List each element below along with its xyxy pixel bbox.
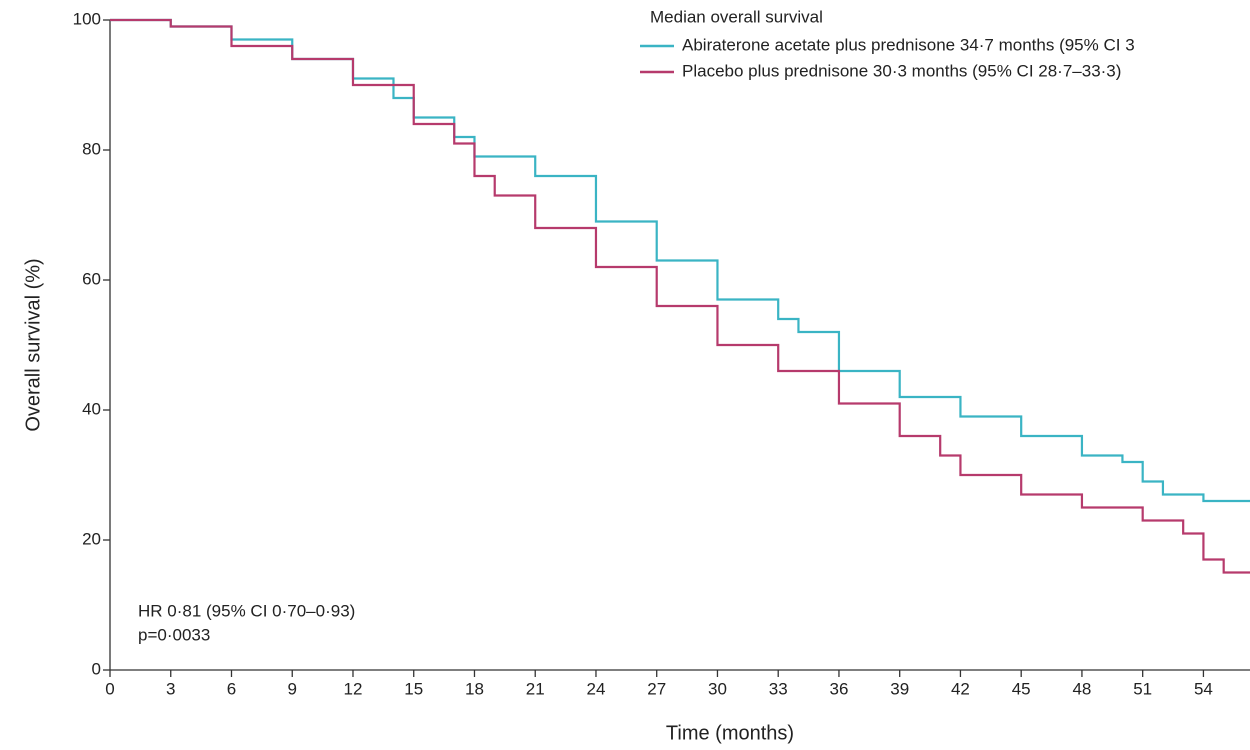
- legend-title: Median overall survival: [650, 7, 823, 26]
- annotation: HR 0·81 (95% CI 0·70–0·93): [138, 601, 355, 620]
- y-tick-label: 0: [92, 659, 101, 678]
- x-tick-label: 12: [344, 679, 363, 698]
- x-tick-label: 21: [526, 679, 545, 698]
- x-axis-title: Time (months): [666, 722, 794, 744]
- x-tick-label: 30: [708, 679, 727, 698]
- y-axis-title: Overall survival (%): [22, 258, 44, 431]
- legend-label: Abiraterone acetate plus prednisone 34·7…: [682, 35, 1135, 54]
- annotation: p=0·0033: [138, 625, 210, 644]
- x-tick-label: 24: [587, 679, 606, 698]
- x-tick-label: 18: [465, 679, 484, 698]
- x-tick-label: 36: [829, 679, 848, 698]
- survival-line: [110, 18, 1250, 574]
- x-tick-label: 42: [951, 679, 970, 698]
- x-tick-label: 45: [1012, 679, 1031, 698]
- x-tick-label: 15: [404, 679, 423, 698]
- legend-label: Placebo plus prednisone 30·3 months (95%…: [682, 61, 1121, 80]
- x-tick-label: 33: [769, 679, 788, 698]
- x-tick-label: 9: [288, 679, 297, 698]
- x-tick-label: 3: [166, 679, 175, 698]
- x-tick-label: 54: [1194, 679, 1213, 698]
- x-tick-label: 27: [647, 679, 666, 698]
- y-tick-label: 100: [73, 9, 101, 28]
- y-tick-label: 60: [82, 269, 101, 288]
- y-tick-label: 40: [82, 399, 101, 418]
- x-tick-label: 0: [105, 679, 114, 698]
- x-tick-label: 51: [1133, 679, 1152, 698]
- x-tick-label: 48: [1072, 679, 1091, 698]
- survival-line: [110, 18, 1250, 503]
- y-tick-label: 80: [82, 139, 101, 158]
- y-tick-label: 20: [82, 529, 101, 548]
- x-tick-label: 6: [227, 679, 236, 698]
- x-tick-label: 39: [890, 679, 909, 698]
